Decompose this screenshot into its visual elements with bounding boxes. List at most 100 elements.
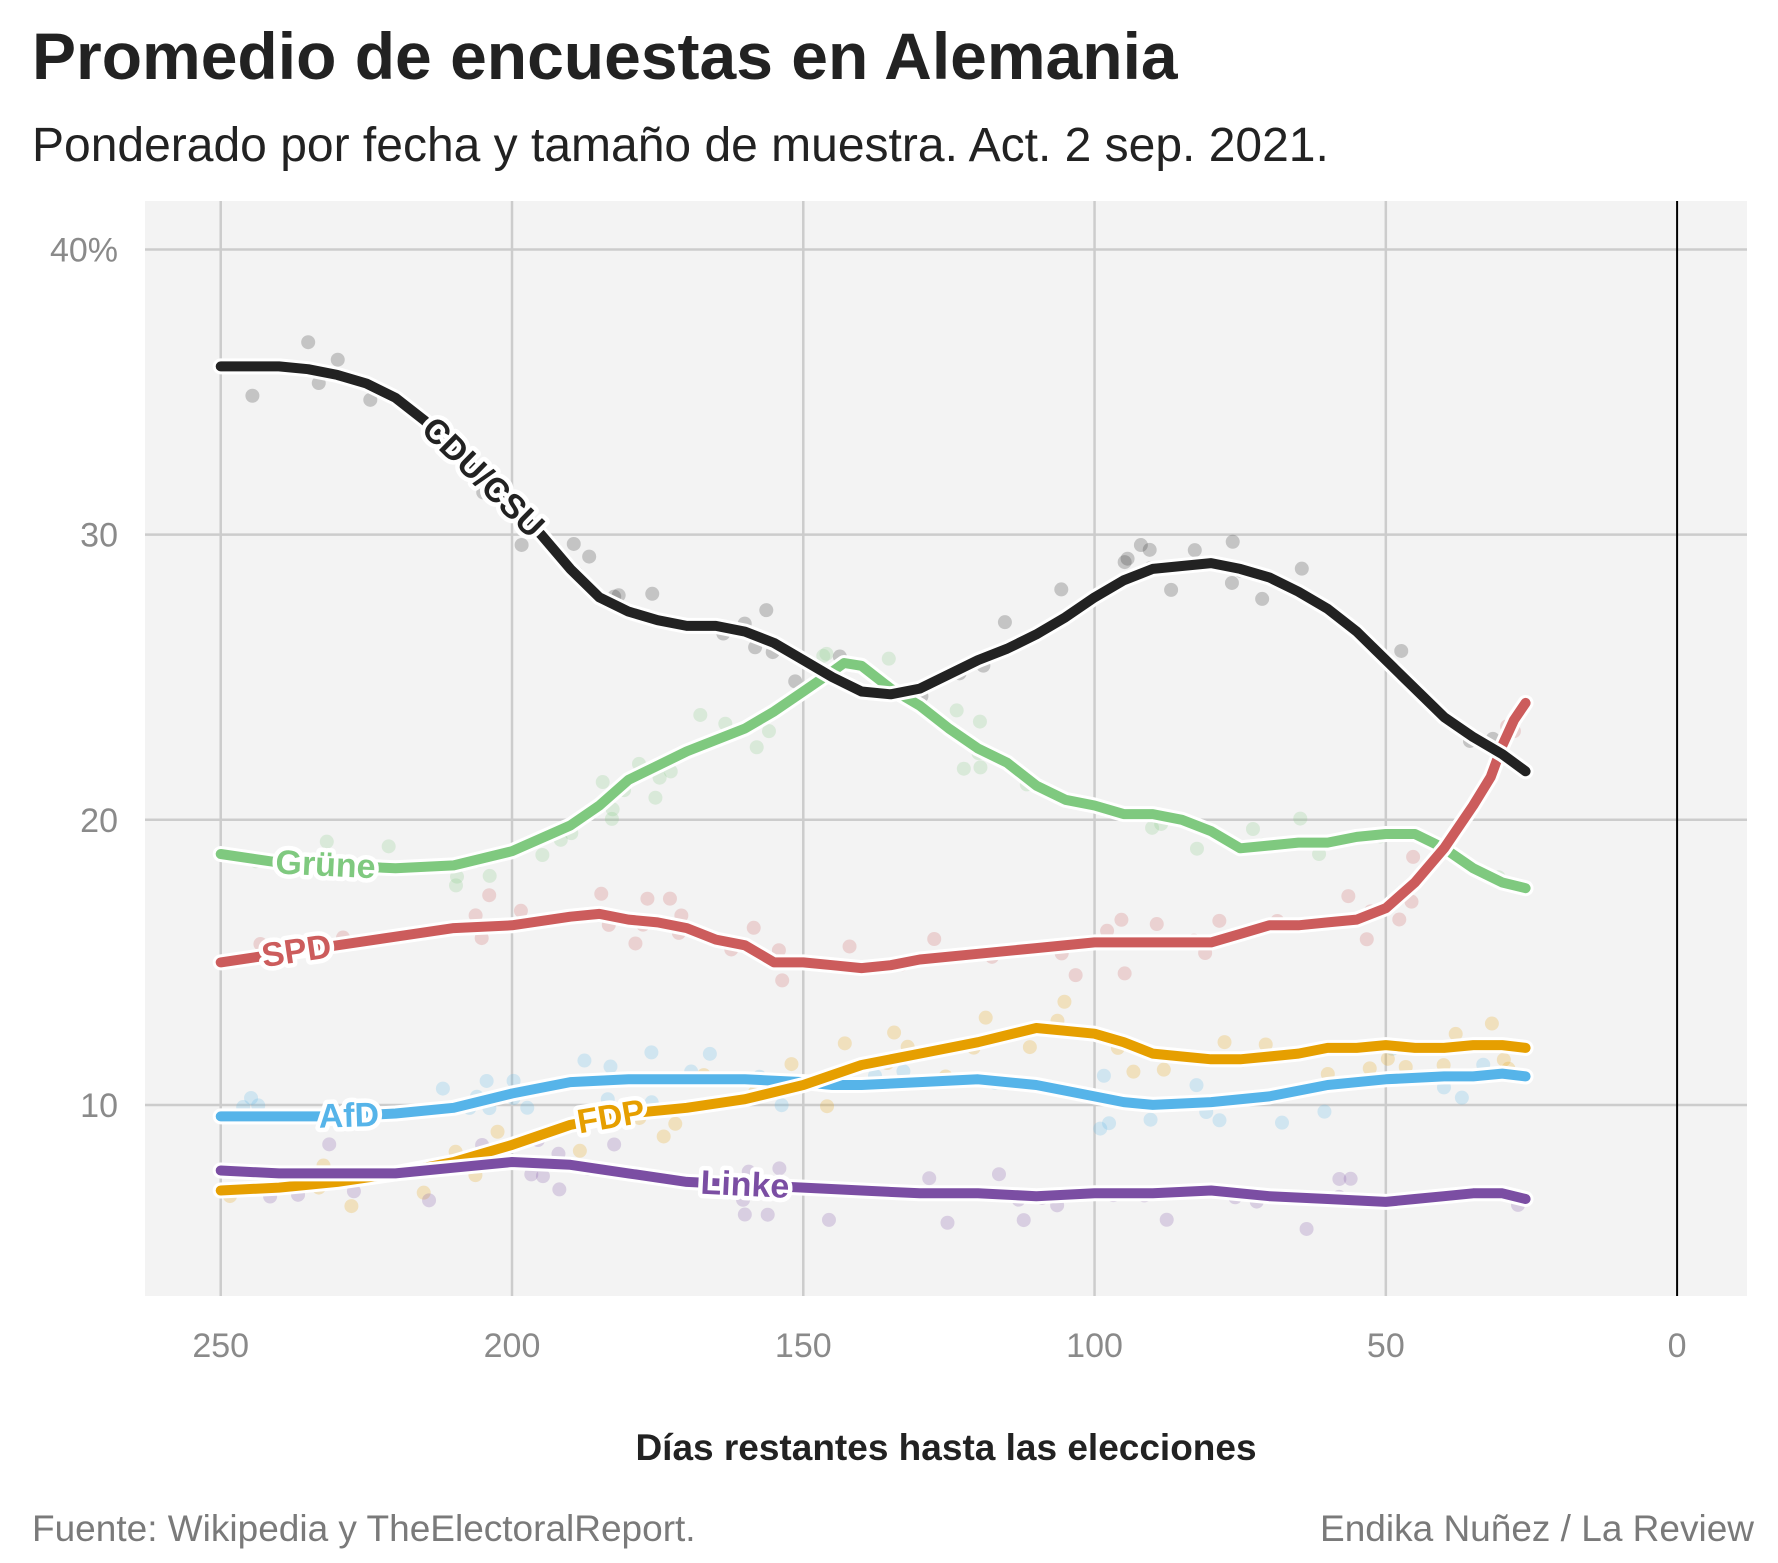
poll-dot — [949, 703, 964, 718]
y-tick-label: 40% — [50, 231, 118, 269]
x-tick-label: 100 — [1066, 1327, 1123, 1365]
poll-dot — [749, 740, 764, 755]
poll-dot — [1359, 932, 1374, 947]
poll-dot — [656, 1129, 671, 1144]
poll-dot — [253, 936, 268, 951]
poll-dot — [784, 1057, 799, 1072]
poll-dot — [330, 352, 345, 367]
poll-dot — [973, 760, 988, 775]
poll-dot — [1224, 575, 1239, 590]
poll-dot — [1406, 849, 1421, 864]
poll-dot — [448, 878, 463, 893]
poll-dot — [514, 537, 529, 552]
poll-dot — [594, 886, 609, 901]
poll-dot — [1149, 917, 1164, 932]
poll-dot — [301, 335, 316, 350]
poll-dot — [603, 1059, 618, 1074]
poll-dot — [572, 1143, 587, 1158]
poll-dot — [1274, 1115, 1289, 1130]
poll-dot — [535, 848, 550, 863]
poll-dot — [775, 973, 790, 988]
poll-dot — [956, 761, 971, 776]
author-credit: Endika Nuñez / La Review — [1320, 1508, 1754, 1549]
poll-dot — [582, 549, 597, 564]
poll-dot — [552, 1182, 567, 1197]
x-tick-label: 50 — [1367, 1327, 1405, 1365]
poll-dot — [1294, 561, 1309, 576]
poll-dot — [607, 1137, 622, 1152]
poll-dot — [604, 811, 619, 826]
poll-dot — [482, 888, 497, 903]
y-tick-label: 10 — [80, 1087, 118, 1125]
poll-dot — [422, 1193, 437, 1208]
poll-dot — [535, 1169, 550, 1184]
poll-dot — [381, 839, 396, 854]
poll-dot — [1159, 1212, 1174, 1227]
poll-dot — [1454, 1090, 1469, 1105]
poll-dot — [1212, 1113, 1227, 1128]
y-tick-label: 20 — [80, 802, 118, 840]
series-lines — [212, 358, 1534, 1210]
poll-dot — [648, 790, 663, 805]
poll-dot — [435, 1081, 450, 1096]
poll-dot — [1096, 1068, 1111, 1083]
poll-dot — [1258, 1037, 1273, 1052]
poll-dot — [774, 1098, 789, 1113]
series-label: Linke — [700, 1164, 791, 1206]
poll-dot — [837, 1036, 852, 1051]
poll-dot — [1380, 1051, 1395, 1066]
x-tick-label: 150 — [775, 1327, 832, 1365]
series-label: Grüne — [275, 843, 377, 886]
poll-dot — [319, 834, 334, 849]
poll-dot — [1022, 1040, 1037, 1055]
poll-dot — [1317, 1104, 1332, 1119]
x-tick-label: 200 — [484, 1327, 541, 1365]
series-line — [215, 1023, 1531, 1196]
poll-dot — [1143, 1112, 1158, 1127]
poll-dot — [1016, 1213, 1031, 1228]
poll-dot — [741, 1164, 756, 1179]
poll-dot — [416, 1185, 431, 1200]
poll-dot — [821, 1212, 836, 1227]
poll-dot — [881, 651, 896, 666]
poll-dot — [819, 646, 834, 661]
poll-dot — [245, 388, 260, 403]
poll-dot — [1245, 822, 1260, 837]
poll-dot — [788, 674, 803, 689]
series-line — [215, 1068, 1531, 1122]
poll-dot — [1142, 542, 1157, 557]
poll-dot — [1332, 1171, 1347, 1186]
poll-dot — [1187, 543, 1202, 558]
poll-dot — [820, 1099, 835, 1114]
poll-dot — [1496, 1052, 1511, 1067]
poll-dot — [1054, 582, 1069, 597]
poll-dot — [1145, 820, 1160, 835]
poll-dot — [1299, 1221, 1314, 1236]
series-line — [215, 658, 1531, 894]
poll-dot — [1133, 538, 1148, 553]
poll-dot — [1255, 591, 1270, 606]
poll-dot — [1484, 1016, 1499, 1031]
series-line — [215, 1157, 1531, 1207]
poll-dot — [662, 891, 677, 906]
poll-dot — [737, 1207, 752, 1222]
poll-dot — [887, 1025, 902, 1040]
chart-title: Promedio de encuestas en Alemania — [32, 19, 1178, 93]
x-tick-label: 0 — [1668, 1327, 1687, 1365]
poll-dot — [479, 1073, 494, 1088]
series-label: AfD — [318, 1096, 380, 1136]
poll-dot — [1114, 912, 1129, 927]
poll-dot — [972, 714, 987, 729]
poll-dot — [693, 707, 708, 722]
poll-dot — [1164, 582, 1179, 597]
poll-dot — [759, 603, 774, 618]
poll-dot — [1341, 889, 1356, 904]
poll-dot — [645, 586, 660, 601]
poll-dot — [1120, 551, 1135, 566]
poll-dot — [668, 1116, 683, 1131]
poll-dot — [997, 615, 1012, 630]
poll-dot — [577, 1053, 592, 1068]
poll-dot — [761, 724, 776, 739]
poll-dot — [736, 1192, 751, 1207]
